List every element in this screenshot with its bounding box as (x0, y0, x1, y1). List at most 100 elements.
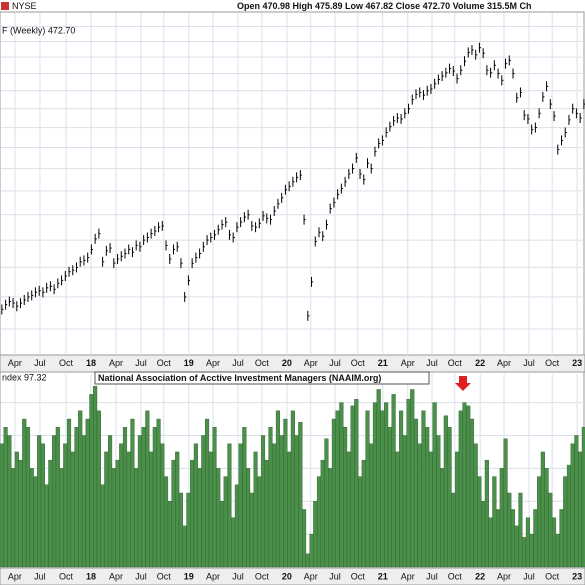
price-bar (214, 229, 217, 240)
price-bar (34, 287, 38, 298)
price-bar (292, 176, 295, 187)
price-bar (169, 254, 172, 265)
bar (25, 427, 31, 568)
bar (253, 451, 258, 568)
price-bar (139, 241, 142, 252)
bar (451, 492, 456, 568)
bar (104, 451, 109, 568)
bar (175, 451, 180, 568)
x-tick-label: Apr (497, 571, 511, 581)
price-bar (221, 219, 224, 230)
price-bar (449, 63, 452, 74)
price-bar (109, 243, 112, 254)
bar (122, 427, 128, 568)
bar (223, 476, 228, 568)
bar (14, 451, 19, 568)
price-bar (53, 284, 56, 295)
x-tick-label: 23 (572, 358, 582, 368)
bar (287, 451, 292, 568)
price-panel (0, 11, 585, 356)
price-bar (87, 252, 90, 263)
price-bar (64, 271, 67, 282)
red-arrow (455, 376, 471, 391)
bar (365, 410, 370, 568)
price-bar (512, 68, 515, 79)
bar (279, 435, 284, 568)
bar (290, 410, 295, 568)
x-tick-label: 21 (378, 571, 388, 581)
bar (346, 451, 351, 568)
bar (339, 402, 344, 568)
bar (141, 427, 146, 568)
price-bar (408, 103, 411, 114)
price-bar (154, 226, 157, 237)
bar (328, 468, 333, 568)
price-bar (23, 294, 26, 305)
bar (119, 443, 124, 568)
price-bar (206, 235, 209, 246)
x-tick-label: Jul (135, 358, 147, 368)
x-tick-label: 20 (282, 571, 292, 581)
price-bar (150, 228, 153, 239)
bar (78, 410, 83, 568)
bar (272, 443, 277, 568)
price-bar (146, 232, 149, 243)
header-icon (1, 2, 9, 10)
price-bar (482, 48, 485, 59)
price-bar (94, 233, 97, 244)
price-bar (452, 66, 455, 77)
bar (93, 385, 98, 568)
price-title: F (Weekly) 472.70 (2, 25, 75, 35)
price-bar (217, 224, 220, 235)
bar (305, 553, 310, 568)
price-bar (49, 281, 52, 292)
bar (518, 492, 523, 568)
price-bar (27, 291, 30, 302)
bar (48, 459, 53, 568)
x-tick-label: 23 (572, 571, 582, 581)
bar (33, 476, 38, 568)
price-bar (251, 220, 254, 231)
price-bar (363, 174, 366, 185)
price-bar (322, 231, 325, 242)
bar (335, 410, 340, 568)
price-bar (299, 170, 302, 181)
x-tick-label: 19 (184, 358, 194, 368)
price-bar (389, 121, 392, 132)
bar (294, 435, 299, 568)
bar (126, 451, 131, 568)
x-tick-label: 22 (475, 358, 485, 368)
bar (298, 422, 303, 568)
price-bar (568, 114, 571, 125)
bar (570, 443, 575, 568)
price-bar (83, 255, 86, 266)
bar (387, 427, 392, 568)
bar (376, 389, 381, 568)
bar (380, 410, 385, 568)
annotation: National Association of Acctive Investme… (98, 373, 381, 383)
x-tick-label: Jul (135, 571, 147, 581)
x-tick-label: Jul (329, 571, 341, 581)
bar (361, 459, 366, 568)
x-tick-label: 20 (282, 358, 292, 368)
bar (238, 443, 243, 568)
bar (145, 410, 150, 568)
bar (350, 405, 355, 568)
bar (96, 410, 101, 568)
bar (399, 410, 404, 568)
price-bar (135, 240, 138, 251)
bar (212, 427, 217, 568)
bar (107, 435, 113, 568)
exchange: NYSE (12, 1, 37, 11)
bar (201, 435, 206, 568)
bar (555, 533, 560, 568)
price-bar (269, 214, 273, 225)
price-bar (460, 65, 463, 76)
price-bar (165, 240, 168, 251)
x-tick-label: Apr (109, 358, 123, 368)
header-bar (0, 0, 585, 12)
price-bar (191, 258, 194, 269)
price-bar (437, 74, 440, 85)
price-bar (311, 276, 314, 287)
bar (59, 468, 64, 568)
